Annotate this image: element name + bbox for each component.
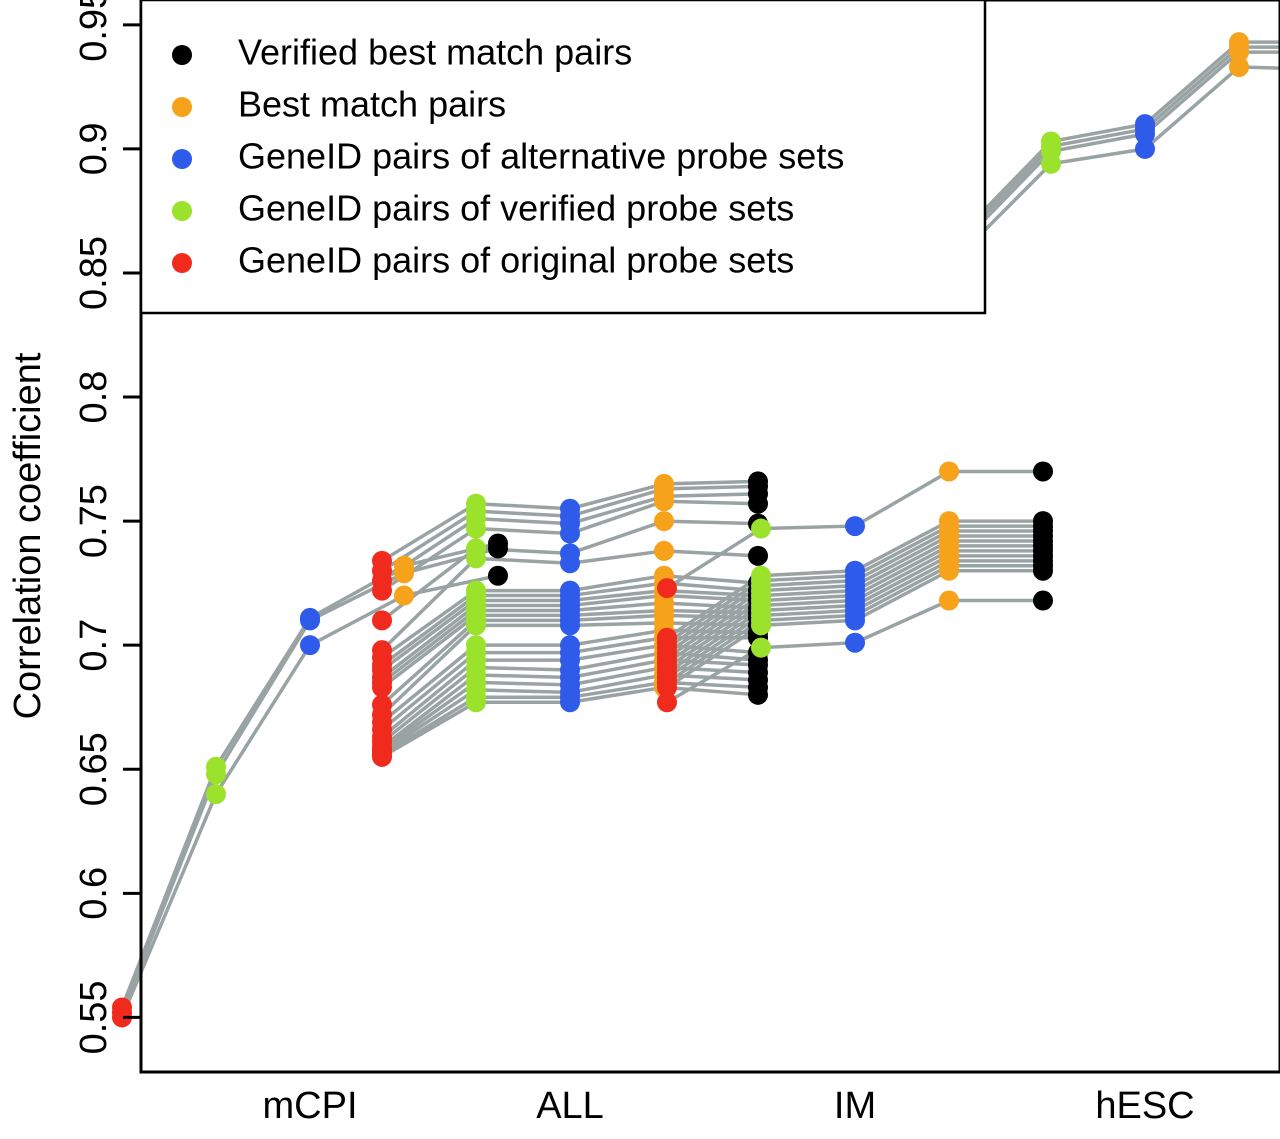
data-point bbox=[751, 615, 771, 636]
data-point bbox=[560, 553, 580, 574]
y-tick-label: 0.55 bbox=[73, 980, 115, 1054]
data-point bbox=[372, 746, 392, 767]
data-point bbox=[466, 548, 486, 569]
y-tick-label: 0.7 bbox=[73, 619, 115, 672]
data-point bbox=[1041, 153, 1061, 174]
data-point bbox=[657, 692, 677, 713]
data-point bbox=[372, 677, 392, 698]
legend-box bbox=[139, 0, 987, 315]
data-point bbox=[206, 764, 226, 785]
data-point bbox=[394, 585, 414, 606]
legend-marker bbox=[172, 97, 192, 117]
legend-marker bbox=[172, 45, 192, 65]
data-point bbox=[560, 615, 580, 636]
data-point bbox=[1033, 590, 1053, 611]
y-tick-label: 0.75 bbox=[73, 484, 115, 558]
data-point bbox=[1033, 461, 1053, 482]
y-axis: 0.55 0.6 0.65 0.7 0.75 0.8 0.85 0.9 0.95 bbox=[73, 0, 141, 1054]
data-point bbox=[845, 610, 865, 631]
y-tick-label: 0.65 bbox=[73, 732, 115, 806]
data-point bbox=[372, 580, 392, 601]
x-category-label: IM bbox=[834, 1085, 876, 1127]
x-axis: mCPI ALL IM hESC bbox=[263, 1085, 1195, 1127]
y-tick-label: 0.9 bbox=[73, 122, 115, 175]
legend-label: GeneID pairs of verified probe sets bbox=[238, 188, 794, 229]
data-point bbox=[560, 523, 580, 544]
data-point bbox=[1135, 124, 1155, 144]
x-category-label: hESC bbox=[1095, 1085, 1194, 1127]
data-point bbox=[845, 632, 865, 653]
data-point bbox=[300, 610, 320, 631]
y-tick-label: 0.95 bbox=[73, 0, 115, 62]
data-point bbox=[654, 511, 674, 532]
data-point bbox=[560, 692, 580, 713]
x-category-label: mCPI bbox=[263, 1085, 358, 1127]
data-point bbox=[1033, 560, 1053, 581]
series-line bbox=[955, 65, 1280, 260]
data-point bbox=[657, 677, 677, 698]
data-point bbox=[654, 491, 674, 512]
data-point bbox=[300, 635, 320, 656]
y-tick-label: 0.6 bbox=[73, 867, 115, 920]
plot-frame bbox=[139, 0, 1280, 1074]
legend-marker bbox=[172, 149, 192, 169]
y-axis-title: Correlation coefficient bbox=[7, 352, 49, 719]
y-tick-label: 0.85 bbox=[73, 236, 115, 310]
legend-label: GeneID pairs of original probe sets bbox=[238, 240, 794, 281]
data-point bbox=[466, 518, 486, 539]
legend-label: Verified best match pairs bbox=[238, 32, 632, 73]
series-line bbox=[955, 50, 1280, 250]
data-point bbox=[657, 578, 677, 599]
data-point bbox=[751, 637, 771, 658]
data-point bbox=[394, 563, 414, 584]
data-point bbox=[466, 692, 486, 713]
data-point bbox=[1135, 138, 1155, 159]
data-point bbox=[1229, 57, 1249, 77]
legend-marker bbox=[172, 201, 192, 221]
legend-label: Best match pairs bbox=[238, 84, 506, 125]
data-point bbox=[751, 518, 771, 539]
data-point bbox=[488, 565, 508, 586]
data-point bbox=[939, 461, 959, 482]
data-point bbox=[1229, 42, 1249, 63]
y-tick-label: 0.8 bbox=[73, 371, 115, 424]
data-point bbox=[939, 560, 959, 581]
series-line bbox=[955, 45, 1280, 245]
x-category-label: ALL bbox=[536, 1085, 604, 1127]
legend-entries: Verified best match pairs Best match pair… bbox=[172, 32, 844, 281]
data-point bbox=[748, 684, 768, 705]
data-point bbox=[845, 516, 865, 537]
data-point bbox=[112, 1007, 132, 1028]
data-point bbox=[466, 615, 486, 636]
data-point bbox=[939, 590, 959, 611]
data-point bbox=[488, 538, 508, 559]
legend-label: GeneID pairs of alternative probe sets bbox=[238, 136, 844, 177]
data-point bbox=[748, 545, 768, 566]
data-point bbox=[748, 493, 768, 514]
data-point bbox=[372, 610, 392, 631]
series-points bbox=[112, 32, 1249, 1028]
legend: Verified best match pairs Best match pair… bbox=[139, 0, 987, 315]
data-point bbox=[654, 540, 674, 561]
legend-marker bbox=[172, 253, 192, 273]
data-point bbox=[206, 784, 226, 805]
